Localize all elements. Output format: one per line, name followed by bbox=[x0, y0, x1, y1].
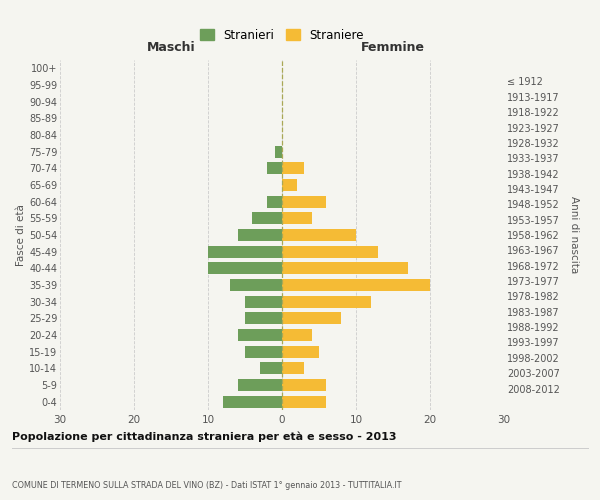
Bar bbox=[282, 346, 319, 358]
Bar bbox=[282, 379, 326, 391]
Text: Popolazione per cittadinanza straniera per età e sesso - 2013: Popolazione per cittadinanza straniera p… bbox=[12, 432, 397, 442]
Text: COMUNE DI TERMENO SULLA STRADA DEL VINO (BZ) - Dati ISTAT 1° gennaio 2013 - TUTT: COMUNE DI TERMENO SULLA STRADA DEL VINO … bbox=[12, 481, 401, 490]
Bar bbox=[275, 146, 282, 158]
Bar bbox=[238, 329, 282, 341]
Bar bbox=[282, 279, 430, 291]
Bar bbox=[230, 279, 282, 291]
Bar bbox=[282, 362, 304, 374]
Bar bbox=[245, 312, 282, 324]
Bar bbox=[282, 262, 408, 274]
Bar bbox=[282, 246, 378, 258]
Bar bbox=[245, 296, 282, 308]
Bar bbox=[282, 179, 297, 191]
Bar bbox=[208, 246, 282, 258]
Bar bbox=[282, 229, 356, 241]
Bar bbox=[282, 312, 341, 324]
Y-axis label: Fasce di età: Fasce di età bbox=[16, 204, 26, 266]
Text: Maschi: Maschi bbox=[146, 41, 196, 54]
Bar bbox=[267, 162, 282, 174]
Bar bbox=[282, 296, 371, 308]
Bar bbox=[238, 229, 282, 241]
Bar bbox=[267, 196, 282, 207]
Bar bbox=[282, 196, 326, 207]
Bar bbox=[282, 396, 326, 407]
Bar bbox=[208, 262, 282, 274]
Bar bbox=[223, 396, 282, 407]
Text: Femmine: Femmine bbox=[361, 41, 425, 54]
Bar bbox=[282, 329, 311, 341]
Legend: Stranieri, Straniere: Stranieri, Straniere bbox=[195, 24, 369, 46]
Bar bbox=[282, 212, 311, 224]
Bar bbox=[238, 379, 282, 391]
Bar bbox=[253, 212, 282, 224]
Bar bbox=[260, 362, 282, 374]
Bar bbox=[245, 346, 282, 358]
Y-axis label: Anni di nascita: Anni di nascita bbox=[569, 196, 579, 274]
Bar bbox=[282, 162, 304, 174]
